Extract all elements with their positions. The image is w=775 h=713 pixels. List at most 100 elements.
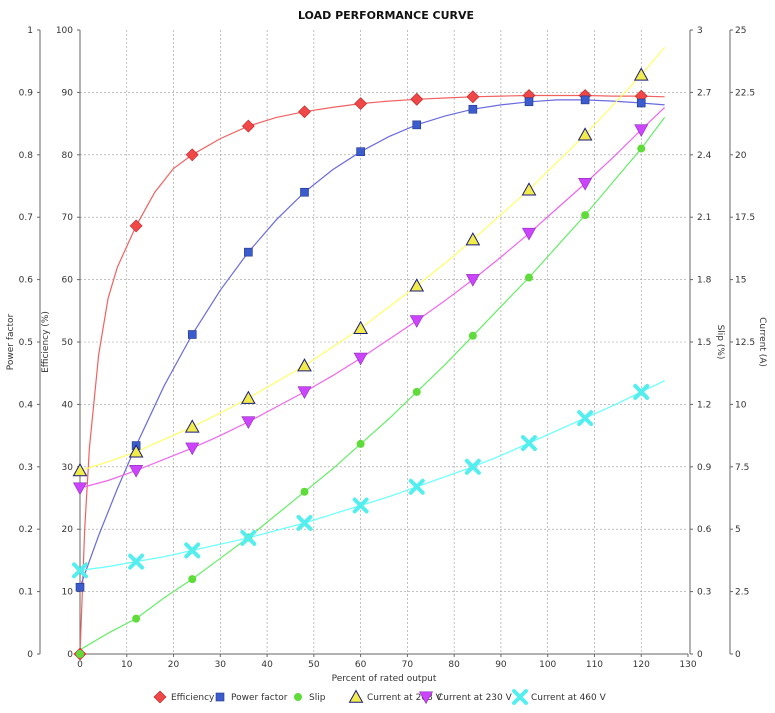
data-point-power-factor xyxy=(468,104,478,114)
cur-tick-label: 0 xyxy=(735,650,741,660)
data-point-slip xyxy=(412,387,421,396)
data-point-efficiency xyxy=(298,105,311,119)
data-point-current-at-460-v xyxy=(633,383,650,400)
slip-tick-label: 0 xyxy=(697,650,703,660)
cur-axis-title: Current (A) xyxy=(757,317,767,367)
slip-axis-title: Slip (%) xyxy=(715,325,725,360)
eff-tick-label: 50 xyxy=(62,338,74,348)
pf-tick-label: 0.5 xyxy=(19,338,33,348)
pf-tick-label: 0 xyxy=(27,650,33,660)
x-tick-label: 60 xyxy=(355,660,367,670)
x-tick-label: 80 xyxy=(448,660,460,670)
legend-label-current-at-230-v: Current at 230 V xyxy=(437,693,513,703)
slip-tick-label: 0.3 xyxy=(697,588,711,598)
legend-marker-power-factor xyxy=(215,692,225,702)
cur-tick-label: 15 xyxy=(735,276,746,286)
data-point-current-at-230-v xyxy=(297,386,312,400)
cur-tick-label: 17.5 xyxy=(735,213,755,223)
data-point-slip xyxy=(637,144,646,153)
data-point-current-at-208-v xyxy=(465,232,481,246)
legend-label-efficiency: Efficiency xyxy=(171,693,215,703)
legend-marker-current-at-208-v xyxy=(348,689,364,703)
data-point-slip xyxy=(300,487,309,496)
x-tick-label: 90 xyxy=(495,660,507,670)
eff-tick-label: 70 xyxy=(62,213,74,223)
data-point-power-factor xyxy=(300,187,309,197)
data-point-current-at-460-v xyxy=(184,542,201,559)
data-point-current-at-230-v xyxy=(634,124,649,137)
eff-tick-label: 60 xyxy=(62,276,74,286)
data-point-power-factor xyxy=(75,582,85,592)
slip-tick-label: 2.7 xyxy=(697,88,711,98)
data-point-current-at-208-v xyxy=(353,320,368,334)
legend-label-power-factor: Power factor xyxy=(231,693,288,703)
axes: 0 10 20 30 40 50 60 70 80 90 100 110 120 13000.10.20.… xyxy=(6,26,767,670)
data-point-current-at-460-v-stroke xyxy=(296,514,313,531)
data-point-slip xyxy=(356,439,365,448)
cur-tick-label: 7.5 xyxy=(735,463,749,473)
data-point-current-at-460-v-stroke xyxy=(240,529,257,546)
eff-axis-title: Efficiency (%) xyxy=(41,311,51,373)
data-point-slip xyxy=(468,331,477,340)
pf-tick-label: 0.7 xyxy=(19,213,33,223)
data-point-current-at-230-v xyxy=(185,442,200,456)
data-point-efficiency xyxy=(129,219,143,233)
data-point-power-factor xyxy=(580,95,590,105)
slip-tick-label: 0.6 xyxy=(697,525,712,535)
data-point-current-at-230-v xyxy=(465,274,480,287)
cur-tick-label: 12.5 xyxy=(735,338,755,348)
x-tick-label: 70 xyxy=(402,660,414,670)
eff-tick-label: 100 xyxy=(56,26,73,36)
data-point-current-at-208-v xyxy=(297,358,312,372)
series-line-current-at-460-v xyxy=(79,380,665,571)
cur-tick-label: 10 xyxy=(735,400,747,410)
data-point-efficiency xyxy=(241,119,255,133)
x-tick-label: 0 xyxy=(77,660,83,670)
data-point-current-at-208-v xyxy=(633,67,649,81)
pf-tick-label: 0.4 xyxy=(19,400,34,410)
eff-tick-label: 90 xyxy=(62,88,74,98)
data-point-current-at-460-v-stroke xyxy=(464,458,481,475)
data-point-slip xyxy=(524,273,533,282)
pf-axis-title: Power factor xyxy=(6,313,16,370)
pf-tick-label: 0.2 xyxy=(19,525,33,535)
data-point-current-at-460-v xyxy=(577,410,594,427)
slip-tick-label: 0.9 xyxy=(697,463,712,473)
data-point-power-factor xyxy=(412,120,422,130)
data-point-current-at-208-v xyxy=(184,419,200,433)
legend-marker-efficiency xyxy=(153,690,167,704)
cur-tick-label: 25 xyxy=(735,26,746,36)
data-point-power-factor xyxy=(356,147,365,156)
data-point-current-at-230-v xyxy=(521,227,536,241)
eff-tick-label: 0 xyxy=(67,650,73,660)
legend-marker-slip xyxy=(294,693,302,701)
data-point-slip xyxy=(188,575,197,584)
data-point-current-at-460-v xyxy=(464,458,481,475)
x-tick-label: 20 xyxy=(168,660,180,670)
pf-tick-label: 0.9 xyxy=(19,88,34,98)
data-point-current-at-460-v-stroke xyxy=(184,542,201,559)
data-point-current-at-230-v xyxy=(129,465,144,478)
data-point-current-at-460-v-stroke xyxy=(352,497,369,514)
data-point-current-at-208-v xyxy=(128,444,144,458)
cur-tick-label: 20 xyxy=(735,151,747,161)
data-point-current-at-460-v-stroke xyxy=(633,383,650,400)
legend-label-slip: Slip xyxy=(309,693,326,703)
eff-tick-label: 10 xyxy=(62,588,74,598)
slip-tick-label: 1.5 xyxy=(697,338,711,348)
x-tick-label: 50 xyxy=(308,660,320,670)
slip-tick-label: 2.4 xyxy=(697,151,712,161)
data-point-power-factor xyxy=(524,97,534,107)
x-tick-label: 110 xyxy=(586,660,603,670)
data-point-current-at-230-v xyxy=(72,482,88,496)
data-point-current-at-460-v xyxy=(128,553,145,570)
slip-tick-label: 1.8 xyxy=(697,276,712,286)
data-point-current-at-208-v xyxy=(521,182,537,196)
series-markers xyxy=(72,67,650,661)
data-point-current-at-208-v xyxy=(72,463,88,477)
data-point-current-at-208-v xyxy=(241,390,256,404)
data-point-current-at-460-v-stroke xyxy=(408,478,425,495)
eff-tick-label: 30 xyxy=(62,463,74,473)
data-point-slip xyxy=(581,211,590,220)
data-point-current-at-460-v-stroke xyxy=(520,435,537,452)
